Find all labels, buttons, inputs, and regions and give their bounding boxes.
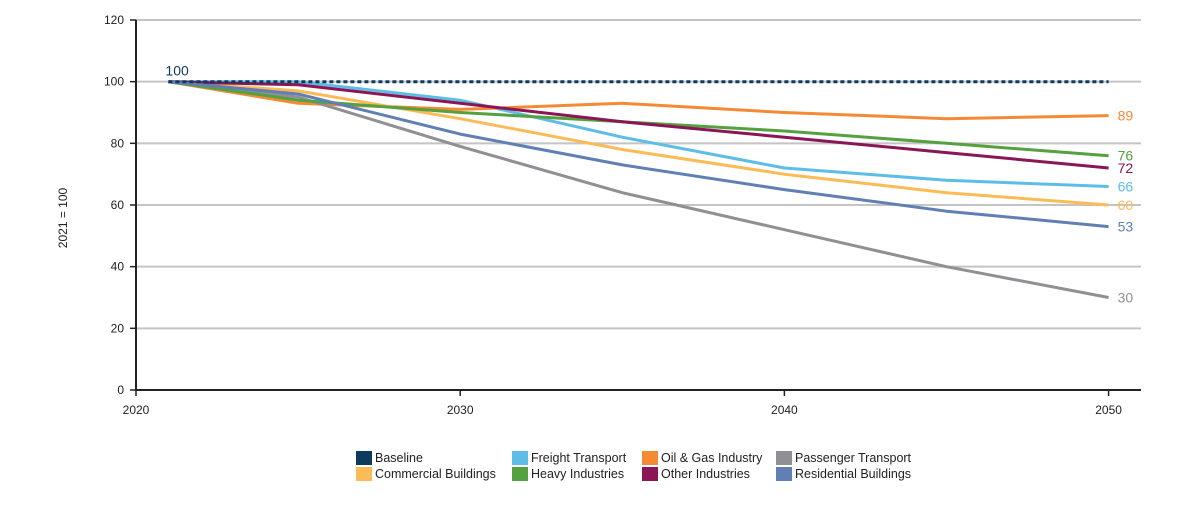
legend-label-baseline: Baseline — [375, 450, 423, 465]
legend-swatch-freight-transport — [512, 450, 528, 465]
series-line-commercial-buildings — [168, 80, 1109, 207]
end-label-oil-gas-industry: 89 — [1118, 108, 1134, 124]
end-label-heavy-industries: 76 — [1118, 148, 1134, 164]
legend-item-passenger-transport: Passenger Transport — [776, 450, 926, 465]
legend-item-freight-transport: Freight Transport — [512, 450, 642, 465]
start-label-baseline: 100 — [165, 63, 189, 79]
legend-label-heavy-industries: Heavy Industries — [531, 466, 625, 481]
y-tick-label-100: 100 — [104, 75, 124, 89]
legend-swatch-oil-gas-industry — [642, 450, 658, 465]
end-label-commercial-buildings: 60 — [1118, 197, 1134, 213]
legend-item-commercial-buildings: Commercial Buildings — [356, 466, 512, 481]
series-line-residential-buildings — [168, 80, 1109, 229]
legend-swatch-commercial-buildings — [356, 466, 372, 481]
y-tick-label-60: 60 — [111, 198, 125, 212]
legend-label-passenger-transport: Passenger Transport — [795, 450, 912, 465]
legend-swatch-baseline — [356, 450, 372, 465]
legend-label-commercial-buildings: Commercial Buildings — [375, 466, 496, 481]
legend-label-freight-transport: Freight Transport — [531, 450, 627, 465]
legend-swatch-passenger-transport — [776, 450, 792, 465]
y-axis-title: 2021 = 100 — [56, 187, 70, 248]
grid-layer — [136, 19, 1141, 330]
y-tick-label-0: 0 — [117, 383, 124, 397]
x-tick-label-2040: 2040 — [771, 403, 798, 417]
series-line-oil-gas-industry — [168, 80, 1109, 121]
legend-swatch-other-industries — [642, 466, 658, 481]
series-line-other-industries — [168, 80, 1109, 170]
legend-item-oil-gas-industry: Oil & Gas Industry — [642, 450, 776, 465]
series-layer — [168, 80, 1109, 299]
legend-swatch-residential-buildings — [776, 466, 792, 481]
end-label-residential-buildings: 53 — [1118, 219, 1134, 235]
legend-label-oil-gas-industry: Oil & Gas Industry — [661, 450, 763, 465]
y-tick-label-80: 80 — [111, 136, 125, 150]
x-tick-label-2030: 2030 — [447, 403, 474, 417]
y-tick-label-40: 40 — [111, 260, 125, 274]
legend-swatch-heavy-industries — [512, 466, 528, 481]
legend-label-other-industries: Other Industries — [661, 466, 750, 481]
legend-item-baseline: Baseline — [356, 450, 512, 465]
legend-item-other-industries: Other Industries — [642, 466, 776, 481]
end-label-freight-transport: 66 — [1118, 179, 1134, 195]
legend: Baseline Freight Transport Oil & Gas Indus… — [356, 450, 936, 481]
end-label-other-industries: 72 — [1118, 160, 1134, 176]
y-tick-label-120: 120 — [104, 13, 124, 27]
x-tick-label-2050: 2050 — [1095, 403, 1122, 417]
legend-item-residential-buildings: Residential Buildings — [776, 466, 926, 481]
end-label-passenger-transport: 30 — [1118, 290, 1134, 306]
series-line-passenger-transport — [168, 80, 1109, 299]
legend-item-heavy-industries: Heavy Industries — [512, 466, 642, 481]
legend-label-residential-buildings: Residential Buildings — [795, 466, 912, 481]
x-tick-label-2020: 2020 — [123, 403, 150, 417]
y-tick-label-20: 20 — [111, 321, 125, 335]
